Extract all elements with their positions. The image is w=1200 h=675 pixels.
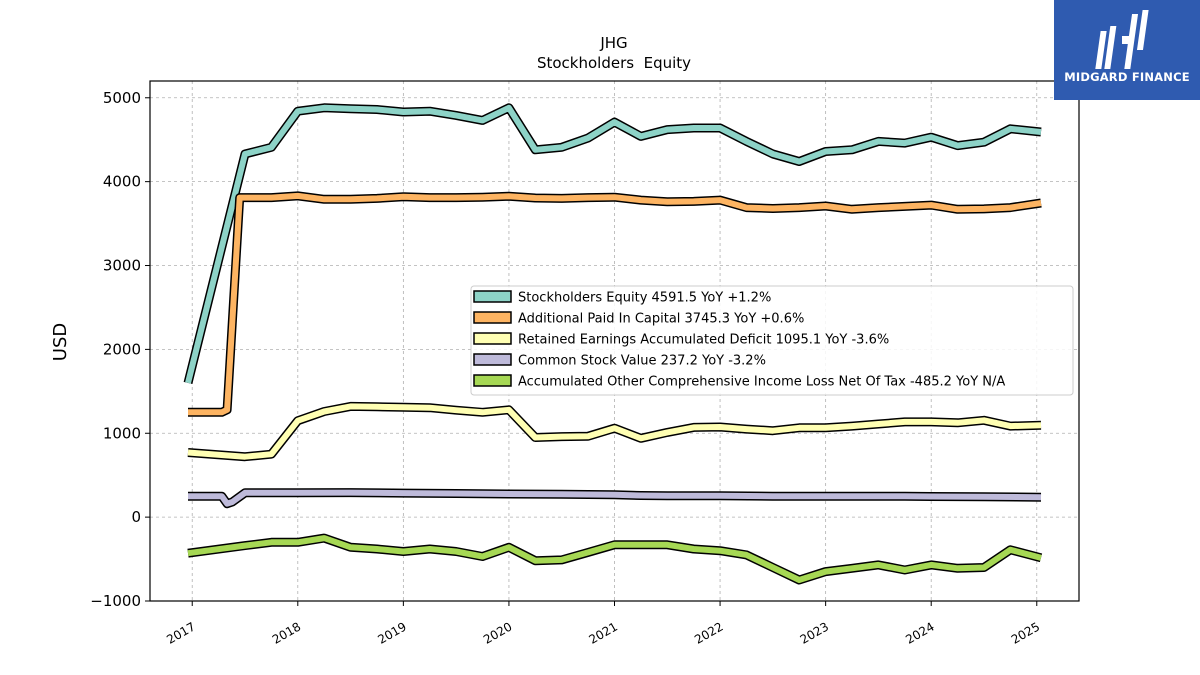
legend-item: Common Stock Value 237.2 YoY -3.2% — [473, 353, 766, 369]
legend-label: Additional Paid In Capital 3745.3 YoY +0… — [518, 312, 804, 327]
y-axis-ticks: −1000 0 1000 2000 3000 4000 5000 — [90, 89, 150, 610]
series-path — [185, 104, 1042, 384]
y-tick-label: 3000 — [103, 257, 141, 275]
legend-item: Stockholders Equity 4591.5 YoY +1.2% — [473, 290, 771, 306]
series-line — [187, 401, 1042, 462]
x-tick-label: 2023 — [798, 619, 831, 646]
series-path — [188, 489, 1042, 507]
x-tick-label: 2020 — [481, 619, 514, 646]
y-tick-label: 4000 — [103, 173, 141, 191]
legend-label: Common Stock Value 237.2 YoY -3.2% — [518, 354, 766, 369]
x-tick-label: 2018 — [270, 619, 303, 646]
logo-mark-icon — [1095, 10, 1149, 69]
logo-text: MIDGARD FINANCE — [1064, 70, 1190, 84]
legend-box — [470, 285, 1074, 396]
x-tick-label: 2025 — [1009, 619, 1042, 646]
legend-item: Additional Paid In Capital 3745.3 YoY +0… — [473, 311, 804, 327]
chart-title: JHG — [599, 34, 627, 52]
y-tick-label: 2000 — [103, 340, 141, 358]
x-tick-label: 2024 — [903, 619, 936, 646]
legend-item: Accumulated Other Comprehensive Income L… — [473, 374, 1005, 390]
x-axis-ticks: 2017 2018 2019 2020 2021 2022 2023 2024 2025 — [164, 601, 1042, 647]
chart-subtitle: Stockholders Equity — [537, 54, 691, 72]
legend-swatch — [473, 290, 512, 303]
series-line — [188, 488, 1042, 509]
legend-swatch — [473, 332, 512, 345]
series-line — [187, 533, 1043, 585]
series-line — [183, 103, 1042, 384]
series-path — [188, 192, 1042, 416]
series-lines — [183, 103, 1043, 585]
legend-label: Accumulated Other Comprehensive Income L… — [518, 375, 1005, 390]
legend-label: Retained Earnings Accumulated Deficit 10… — [518, 333, 889, 348]
y-axis-label: USD — [50, 323, 71, 361]
legend-item: Retained Earnings Accumulated Deficit 10… — [473, 332, 889, 348]
y-tick-label: 1000 — [103, 424, 141, 442]
x-tick-label: 2017 — [164, 619, 197, 646]
legend-swatch — [473, 374, 512, 387]
y-tick-label: 0 — [131, 508, 141, 526]
legend-label: Stockholders Equity 4591.5 YoY +1.2% — [518, 291, 771, 306]
legend-swatch — [473, 353, 512, 366]
series-path — [187, 535, 1042, 583]
y-tick-label: −1000 — [90, 592, 141, 610]
x-tick-label: 2022 — [692, 619, 725, 646]
x-tick-label: 2021 — [587, 619, 620, 646]
legend: Stockholders Equity 4591.5 YoY +1.2% Addi… — [470, 285, 1074, 396]
y-tick-label: 5000 — [103, 89, 141, 107]
series-path — [187, 403, 1042, 460]
midgard-finance-logo: MIDGARD FINANCE — [1054, 0, 1200, 100]
x-tick-label: 2019 — [375, 619, 408, 646]
series-line — [188, 191, 1042, 417]
legend-swatch — [473, 311, 512, 324]
